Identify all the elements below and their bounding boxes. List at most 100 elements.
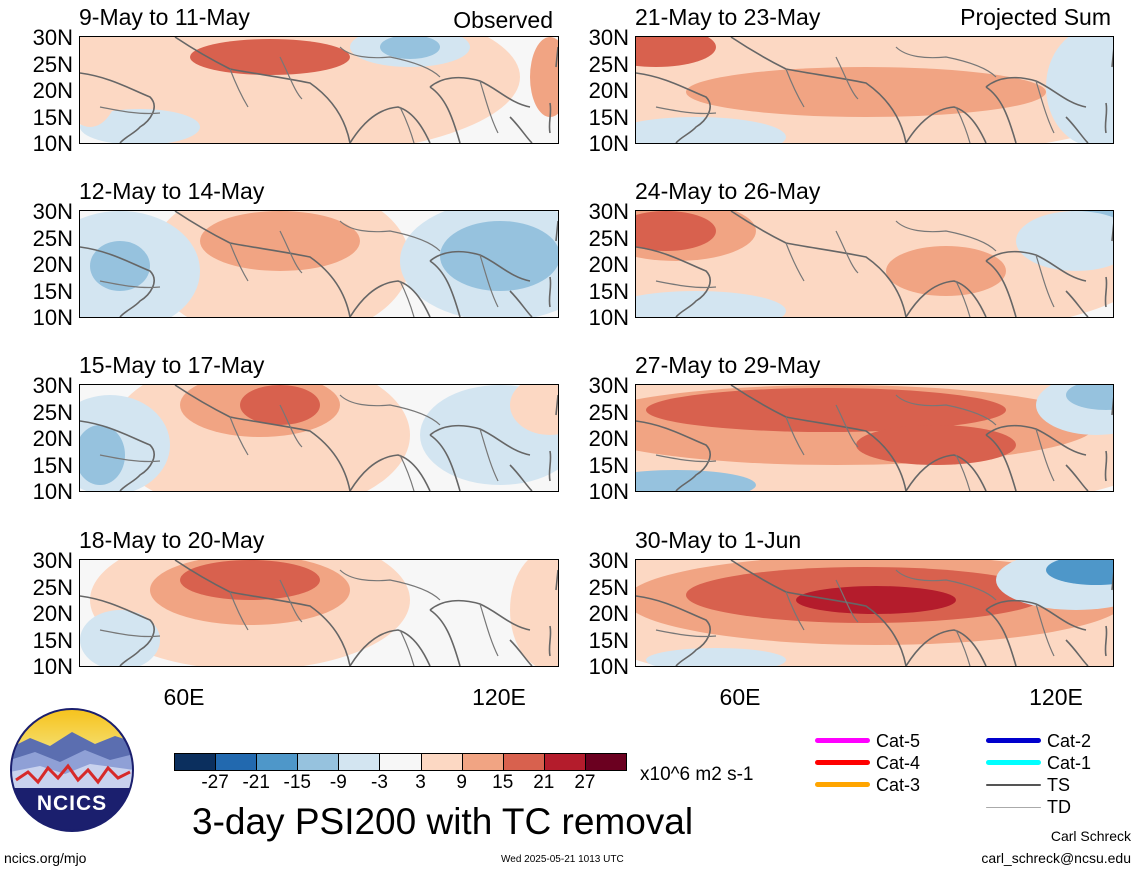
colorbar-tick-label: -9 [329,772,347,793]
lat-label: 30N [588,373,629,398]
lat-label: 15N [32,452,73,478]
observed-header: Observed [453,7,553,33]
panel-title-left-4: 18-May to 20-May [79,527,265,553]
lon-label-120e-left: 120E [472,684,526,710]
colorbar-swatch [215,753,258,771]
lat-label: 20N [32,601,73,626]
map-panel-left-2 [79,210,559,318]
colorbar-swatch [502,753,545,771]
lat-label: 20N [588,252,629,277]
lat-label: 30N [588,25,629,50]
colorbar-swatch [174,753,217,771]
lat-label: 20N [588,426,629,451]
panel-title-right-2: 24-May to 26-May [635,178,821,204]
footer-author: Carl Schreck [1050,828,1131,844]
panel-title-right-1: 21-May to 23-May [635,4,821,30]
projected-header: Projected Sum [960,4,1111,30]
legend-line-ts [986,784,1041,786]
panel-title-right-3: 27-May to 29-May [635,352,821,378]
colorbar-units: x10^6 m2 s-1 [640,764,754,785]
lat-label: 20N [32,426,73,451]
ncics-logo: NCICS [10,708,134,832]
lat-label: 25N [32,399,73,425]
legend-label-td: TD [1047,797,1071,817]
panel-title-left-2: 12-May to 14-May [79,178,265,204]
colorbar [174,753,627,771]
lat-label: 20N [32,78,73,103]
map-panel-right-3 [635,384,1114,492]
map-panel-left-3 [79,384,559,492]
colorbar-swatch [584,753,627,771]
lat-label: 15N [588,627,629,653]
colorbar-tick-label: -3 [371,772,388,793]
lat-label: 10N [588,654,629,679]
legend-label-cat-5: Cat-5 [876,731,921,751]
colorbar-swatch [297,753,340,771]
lat-label: 10N [588,305,629,330]
colorbar-ticks: -27 -21 -15 -9 -3 3 9 15 21 27 [174,773,626,795]
map-panel-left-1 [79,36,559,144]
lat-label: 30N [588,199,629,224]
legend-line-cat-1 [986,760,1041,765]
lat-label: 10N [588,479,629,504]
lat-label: 15N [588,104,629,130]
legend-label-cat-1: Cat-1 [1047,753,1092,773]
lat-label: 25N [32,225,73,251]
figure-title: 3-day PSI200 with TC removal [192,801,694,842]
lat-label: 15N [588,452,629,478]
lat-label: 10N [32,305,73,330]
legend-line-cat-4 [815,760,870,765]
colorbar-tick-label: 27 [574,772,596,793]
legend-label-cat-4: Cat-4 [876,753,921,773]
lat-label: 25N [588,574,629,600]
colorbar-tick-label: 15 [492,772,514,793]
lat-label: 30N [32,548,73,573]
colorbar-tick-label: -27 [201,772,229,793]
legend-label-ts: TS [1047,775,1071,795]
logo-text: NCICS [36,792,108,815]
colorbar-swatch [420,753,463,771]
lat-label: 20N [588,78,629,103]
footer-email: carl_schreck@ncsu.edu [981,850,1131,866]
map-panel-right-4 [635,559,1114,667]
lon-label-60e-left: 60E [163,684,205,710]
lat-label: 20N [32,252,73,277]
footer-website: ncics.org/mjo [4,850,87,866]
map-panel-right-2 [635,210,1114,318]
map-panel-left-4 [79,559,559,667]
lat-label: 30N [32,199,73,224]
lat-label: 10N [32,654,73,679]
map-panel-right-1 [635,36,1114,144]
legend-line-td [986,807,1041,808]
panel-title-left-3: 15-May to 17-May [79,352,265,378]
lat-label: 15N [32,627,73,653]
legend-line-cat-3 [815,782,870,787]
legend-label-cat-2: Cat-2 [1047,731,1092,751]
lat-label: 25N [588,399,629,425]
colorbar-swatch [543,753,586,771]
lat-label: 10N [32,479,73,504]
lat-label: 20N [588,601,629,626]
lat-label: 10N [32,131,73,156]
lon-label-120e-right: 120E [1029,684,1083,710]
lat-label: 15N [32,278,73,304]
lon-label-60e-right: 60E [719,684,761,710]
colorbar-tick-label: 21 [533,772,555,793]
lat-label: 25N [588,225,629,251]
legend-line-cat-2 [986,738,1041,743]
lat-label: 10N [588,131,629,156]
lat-label: 15N [32,104,73,130]
lat-label: 25N [588,51,629,77]
colorbar-swatch [379,753,422,771]
lat-label: 30N [32,25,73,50]
colorbar-tick-label: 9 [456,772,467,793]
colorbar-tick-label: -21 [242,772,270,793]
lat-label: 30N [588,548,629,573]
panel-title-left-1: 9-May to 11-May [79,4,250,30]
panel-title-right-4: 30-May to 1-Jun [635,527,802,553]
colorbar-tick-label: -15 [283,772,311,793]
legend-line-cat-5 [815,738,870,743]
colorbar-swatch [338,753,381,771]
colorbar-swatch [256,753,299,771]
lat-label: 25N [32,574,73,600]
